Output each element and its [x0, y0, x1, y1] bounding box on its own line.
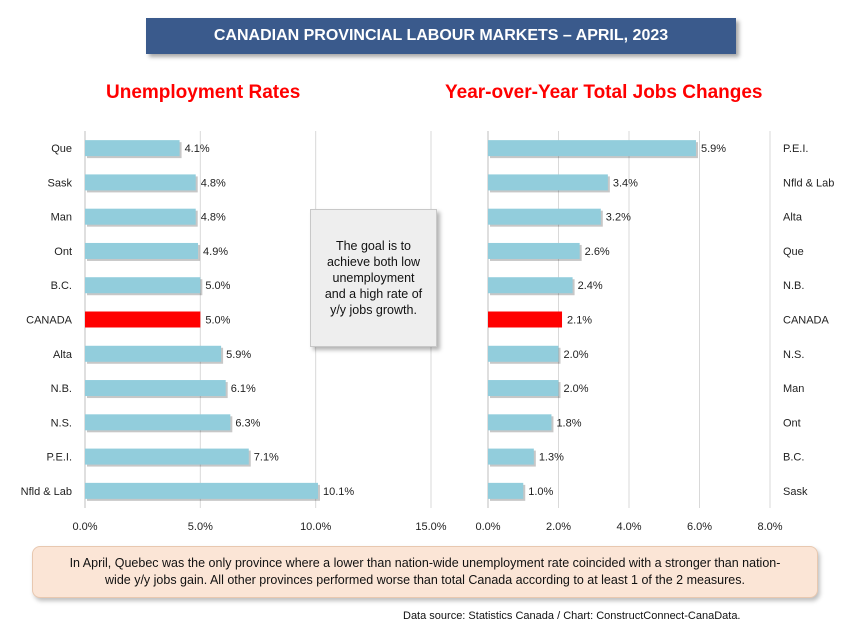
- jobs-bar: [488, 448, 534, 465]
- summary-note: In April, Quebec was the only province w…: [32, 546, 818, 598]
- chart-banner-title: CANADIAN PROVINCIAL LABOUR MARKETS – APR…: [146, 18, 736, 54]
- unemployment-chart-title: Unemployment Rates: [106, 82, 301, 103]
- jobs-data-label: 2.4%: [578, 280, 603, 292]
- jobs-chart-title: Year-over-Year Total Jobs Changes: [445, 82, 763, 103]
- jobs-tick-label: 0.0%: [475, 521, 500, 533]
- unemployment-data-label: 5.9%: [226, 349, 251, 361]
- jobs-category-label: CANADA: [783, 315, 830, 327]
- jobs-category-label: B.C.: [783, 452, 804, 464]
- jobs-data-label: 2.0%: [564, 383, 589, 395]
- jobs-category-label: P.E.I.: [783, 143, 808, 155]
- unemployment-category-label: N.S.: [51, 417, 72, 429]
- jobs-bar: [488, 380, 559, 397]
- jobs-category-label: N.B.: [783, 280, 804, 292]
- jobs-bar: [488, 174, 608, 191]
- data-source-caption: Data source: Statistics Canada / Chart: …: [403, 610, 741, 622]
- unemployment-tick-label: 10.0%: [300, 521, 331, 533]
- jobs-tick-label: 8.0%: [757, 521, 782, 533]
- unemployment-tick-label: 15.0%: [415, 521, 446, 533]
- unemployment-category-label: Alta: [53, 349, 73, 361]
- jobs-category-label: Que: [783, 246, 804, 258]
- jobs-category-label: Sask: [783, 486, 808, 498]
- jobs-bar: [488, 482, 524, 499]
- jobs-data-label: 2.6%: [585, 246, 610, 258]
- jobs-data-label: 1.8%: [556, 417, 581, 429]
- jobs-data-label: 2.1%: [567, 315, 592, 327]
- unemployment-category-label: P.E.I.: [47, 452, 72, 464]
- unemployment-bar: [85, 208, 196, 225]
- jobs-data-label: 1.3%: [539, 452, 564, 464]
- unemployment-data-label: 4.1%: [185, 143, 210, 155]
- unemployment-data-label: 4.8%: [201, 212, 226, 224]
- unemployment-bar: [85, 345, 222, 362]
- jobs-category-label: Man: [783, 383, 804, 395]
- unemployment-tick-label: 0.0%: [72, 521, 97, 533]
- jobs-data-label: 5.9%: [701, 143, 726, 155]
- jobs-tick-label: 6.0%: [687, 521, 712, 533]
- unemployment-bar: [85, 242, 199, 259]
- unemployment-data-label: 5.0%: [205, 280, 230, 292]
- unemployment-data-label: 7.1%: [254, 452, 279, 464]
- jobs-bar: [488, 242, 580, 259]
- unemployment-category-label: Que: [51, 143, 72, 155]
- unemployment-data-label: 6.1%: [231, 383, 256, 395]
- unemployment-category-label: CANADA: [26, 315, 73, 327]
- unemployment-bar: [85, 174, 196, 191]
- unemployment-bar: [85, 414, 231, 431]
- unemployment-category-label: Man: [51, 212, 72, 224]
- jobs-bar: [488, 140, 696, 157]
- jobs-category-label: N.S.: [783, 349, 804, 361]
- unemployment-bar: [85, 482, 318, 499]
- jobs-category-label: Alta: [783, 212, 803, 224]
- unemployment-category-label: B.C.: [51, 280, 72, 292]
- unemployment-data-label: 10.1%: [323, 486, 354, 498]
- unemployment-category-label: Sask: [48, 177, 73, 189]
- unemployment-data-label: 6.3%: [235, 417, 260, 429]
- jobs-bar: [488, 208, 601, 225]
- unemployment-category-label: Nfld & Lab: [21, 486, 72, 498]
- unemployment-data-label: 4.8%: [201, 177, 226, 189]
- jobs-data-label: 3.4%: [613, 177, 638, 189]
- jobs-bar: [488, 414, 552, 431]
- jobs-data-label: 1.0%: [528, 486, 553, 498]
- jobs-tick-label: 2.0%: [546, 521, 571, 533]
- jobs-data-label: 3.2%: [606, 212, 631, 224]
- goal-callout-box: The goal is to achieve both low unemploy…: [310, 209, 437, 347]
- jobs-bar: [488, 345, 559, 362]
- jobs-bar-canada: [488, 311, 563, 328]
- unemployment-bar: [85, 140, 180, 157]
- jobs-category-label: Ont: [783, 417, 801, 429]
- unemployment-category-label: Ont: [54, 246, 72, 258]
- unemployment-bar: [85, 448, 249, 465]
- jobs-bar: [488, 277, 573, 294]
- jobs-tick-label: 4.0%: [616, 521, 641, 533]
- jobs-data-label: 2.0%: [564, 349, 589, 361]
- unemployment-bar: [85, 380, 226, 397]
- unemployment-bar-canada: [85, 311, 201, 328]
- unemployment-tick-label: 5.0%: [188, 521, 213, 533]
- unemployment-data-label: 4.9%: [203, 246, 228, 258]
- unemployment-bar: [85, 277, 201, 294]
- unemployment-category-label: N.B.: [51, 383, 72, 395]
- jobs-category-label: Nfld & Lab: [783, 177, 834, 189]
- unemployment-data-label: 5.0%: [205, 315, 230, 327]
